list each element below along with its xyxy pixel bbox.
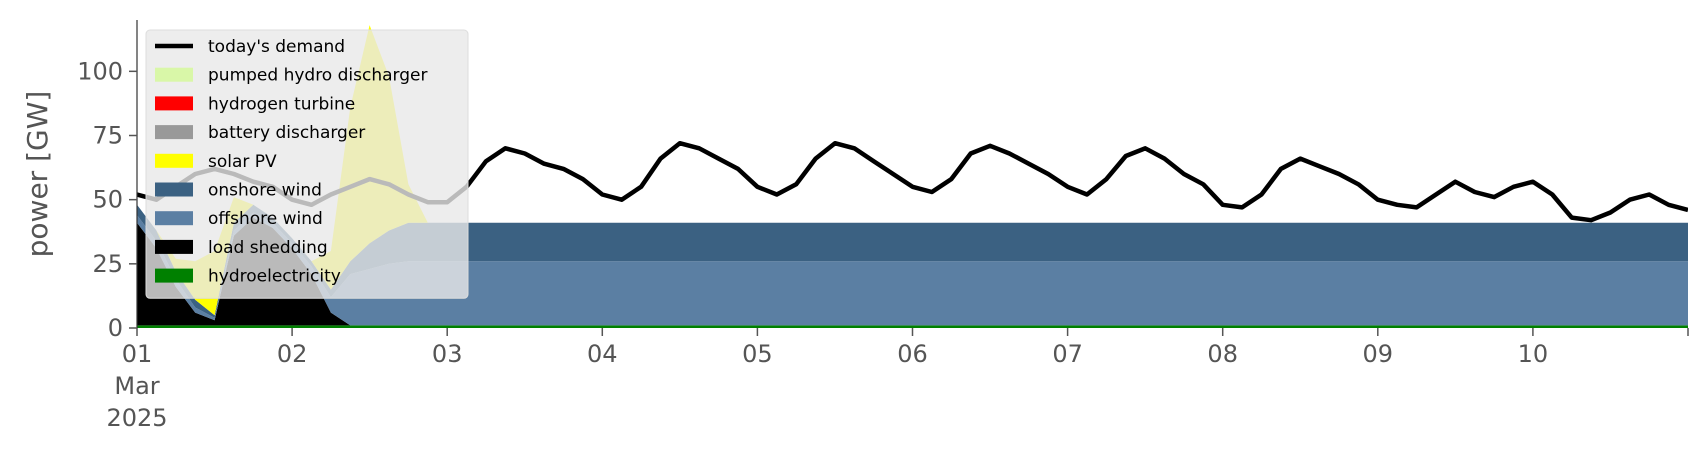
legend-label-onshore-wind: onshore wind xyxy=(208,181,322,201)
y-tick-label: 75 xyxy=(92,122,123,150)
legend: today's demand pumped hydro discharger hyd… xyxy=(145,29,469,299)
area-offshore-wind xyxy=(137,212,1688,326)
x-tick-label: 02 xyxy=(277,340,308,368)
y-axis-title: power [GW] xyxy=(21,91,54,258)
legend-swatch-battery-discharger xyxy=(155,125,193,140)
x-tick-label: 01 xyxy=(122,340,153,368)
legend-label-offshore-wind: offshore wind xyxy=(208,209,323,229)
area-hydroelectricity xyxy=(137,325,1688,328)
y-tick-label: 0 xyxy=(108,314,123,342)
y-tick-label: 100 xyxy=(77,57,123,85)
legend-box xyxy=(145,29,469,299)
y-tick-label: 50 xyxy=(92,186,123,214)
legend-swatch-hydrogen-turbine xyxy=(155,96,193,111)
x-tick-label: 05 xyxy=(742,340,773,368)
x-tick-label: 06 xyxy=(897,340,928,368)
legend-swatch-load-shedding xyxy=(155,239,193,254)
legend-label-hydrogen-turbine: hydrogen turbine xyxy=(208,94,355,114)
legend-label-load-shedding: load shedding xyxy=(208,238,328,258)
x-tick-sublabel: Mar xyxy=(114,372,159,400)
legend-swatch-hydroelectricity xyxy=(155,268,193,283)
legend-label-today-s-demand: today's demand xyxy=(208,37,345,57)
legend-label-hydroelectricity: hydroelectricity xyxy=(208,267,341,287)
y-tick-label: 25 xyxy=(92,250,123,278)
legend-label-solar-pv: solar PV xyxy=(208,152,277,172)
legend-swatch-offshore-wind xyxy=(155,211,193,226)
x-tick-label: 08 xyxy=(1207,340,1238,368)
legend-label-battery-discharger: battery discharger xyxy=(208,123,365,143)
x-tick-label: 07 xyxy=(1052,340,1083,368)
x-tick-label: 03 xyxy=(432,340,463,368)
legend-swatch-solar-pv xyxy=(155,153,193,168)
legend-label-pumped-hydro-discharger: pumped hydro discharger xyxy=(208,66,427,86)
area-onshore-wind xyxy=(137,204,1688,318)
x-tick-label: 04 xyxy=(587,340,618,368)
x-tick-label: 09 xyxy=(1363,340,1394,368)
legend-swatch-onshore-wind xyxy=(155,182,193,197)
axes: 0 25 50 75 100 01 Mar 2025 02 03 04 05 06 07 08 09 10 xyxy=(77,20,1689,432)
x-tick-sublabel: 2025 xyxy=(106,404,167,432)
stacked-areas xyxy=(137,25,1688,328)
x-tick-label: 10 xyxy=(1518,340,1549,368)
legend-swatch-pumped-hydro-discharger xyxy=(155,67,193,82)
area-load-shedding xyxy=(137,217,1688,326)
